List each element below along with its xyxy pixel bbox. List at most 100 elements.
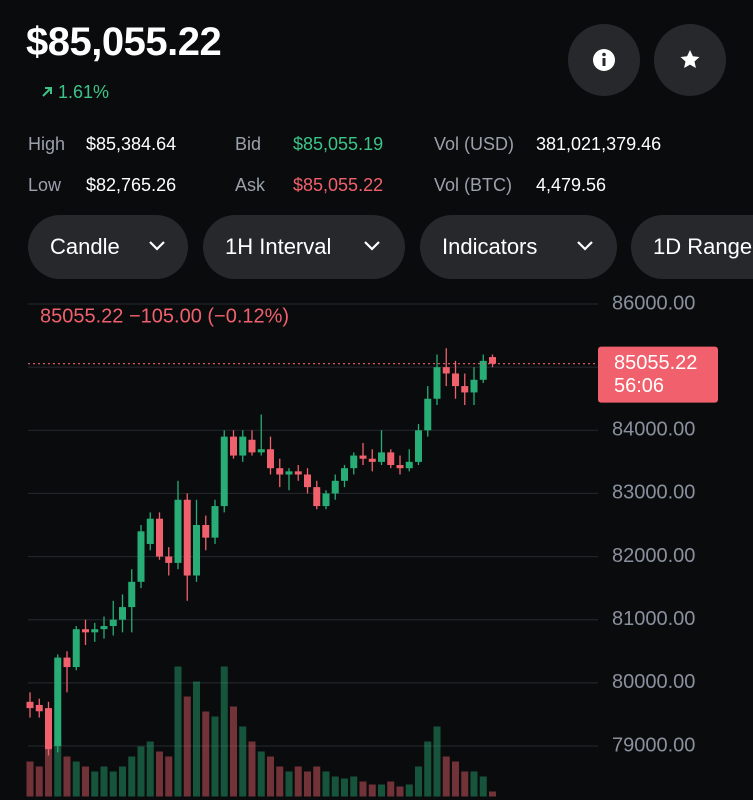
volume-bar bbox=[239, 726, 247, 797]
stat-value: $85,055.22 bbox=[293, 175, 384, 195]
volume-bar bbox=[267, 756, 274, 797]
stat-value: 381,021,379.46 bbox=[536, 134, 662, 154]
candle-body bbox=[174, 499, 182, 563]
volume-bar bbox=[294, 766, 302, 797]
candle-body bbox=[230, 436, 237, 456]
candle-body bbox=[119, 607, 126, 620]
y-tick-label: 81000.00 bbox=[612, 608, 695, 630]
candle-body bbox=[257, 449, 265, 453]
volume-bar bbox=[174, 666, 182, 797]
volume-bar bbox=[424, 741, 432, 797]
candle-body bbox=[239, 436, 247, 456]
candle-body bbox=[63, 657, 71, 668]
y-tick-label: 85000.00 bbox=[612, 355, 695, 377]
volume-bar bbox=[378, 784, 385, 797]
last-price-label: 85055.22 bbox=[614, 352, 697, 374]
button-label: 1D Range bbox=[653, 234, 753, 259]
interval-button[interactable]: 1H Interval bbox=[203, 215, 405, 279]
info-button[interactable] bbox=[568, 24, 640, 96]
stat: High $85,384.64 bbox=[28, 134, 176, 155]
candle-body bbox=[193, 525, 200, 576]
candle-body bbox=[304, 474, 311, 488]
volume-bar bbox=[452, 761, 459, 797]
volume-bar bbox=[202, 711, 210, 797]
star-icon bbox=[680, 50, 700, 68]
stat: Ask $85,055.22 bbox=[235, 175, 383, 196]
button-label: 1H Interval bbox=[225, 234, 332, 259]
volume-bar bbox=[341, 778, 348, 797]
volume-bar bbox=[91, 771, 99, 797]
candle-body bbox=[156, 518, 163, 557]
candle-body bbox=[54, 657, 62, 746]
volume-bar bbox=[82, 766, 89, 797]
y-tick-label: 79000.00 bbox=[612, 734, 695, 756]
chart-annotation: 85055.22 −105.00 (−0.12%) bbox=[40, 305, 289, 327]
candle-body bbox=[461, 386, 469, 393]
button-label: Indicators bbox=[442, 234, 538, 259]
chevron bbox=[577, 241, 593, 251]
candle-body bbox=[146, 518, 154, 544]
stat-value: $82,765.26 bbox=[86, 175, 177, 195]
volume-bar bbox=[230, 706, 237, 797]
candle-body bbox=[452, 373, 459, 387]
candle-body bbox=[368, 458, 376, 462]
candle-body bbox=[183, 499, 191, 576]
chevron bbox=[364, 241, 380, 251]
candle-body bbox=[350, 455, 358, 469]
stat-label: Vol (USD) bbox=[434, 134, 515, 154]
volume-bar bbox=[479, 776, 487, 797]
stat: Low $82,765.26 bbox=[28, 175, 176, 196]
volume-bar bbox=[248, 741, 256, 797]
stat-value: $85,384.64 bbox=[86, 134, 177, 154]
candle-body bbox=[489, 357, 496, 364]
candle-body bbox=[387, 452, 395, 466]
y-tick-label: 84000.00 bbox=[612, 419, 695, 441]
price-change: 1.61% bbox=[40, 82, 109, 103]
volume-bar bbox=[331, 776, 339, 797]
candle-body bbox=[267, 449, 274, 469]
stat-label: Low bbox=[28, 175, 62, 195]
volume-bar bbox=[109, 771, 117, 797]
volume-bar bbox=[285, 771, 293, 797]
volume-bar bbox=[489, 791, 496, 797]
indicators-button[interactable]: Indicators bbox=[420, 215, 617, 279]
favorite-button[interactable] bbox=[654, 24, 726, 96]
up-arrow-icon bbox=[42, 87, 52, 97]
candle-body bbox=[45, 708, 52, 750]
volume-bar bbox=[165, 756, 173, 797]
volume-bar bbox=[470, 771, 478, 797]
y-tick-label: 82000.00 bbox=[612, 545, 695, 567]
volume-bar bbox=[146, 741, 154, 797]
stat-label: Vol (BTC) bbox=[434, 175, 513, 195]
candle-body bbox=[35, 704, 43, 712]
y-tick-label: 80000.00 bbox=[612, 671, 695, 693]
candle-body bbox=[424, 398, 432, 431]
volume-bar bbox=[415, 766, 422, 797]
volume-bar bbox=[119, 766, 126, 797]
volume-bar bbox=[322, 771, 330, 797]
candle-body bbox=[331, 480, 339, 494]
candle-body bbox=[137, 531, 145, 582]
volume-bar bbox=[211, 716, 219, 797]
volume-bar bbox=[387, 781, 395, 797]
candle-body bbox=[415, 430, 422, 462]
stat-label: Bid bbox=[235, 134, 262, 154]
candle-body bbox=[276, 468, 284, 475]
volume-bar bbox=[100, 766, 108, 797]
volume-bar bbox=[54, 741, 62, 797]
candle-body bbox=[378, 452, 385, 462]
candle-body bbox=[313, 487, 321, 507]
stat: Vol (BTC) 4,479.56 bbox=[434, 175, 606, 196]
stat-value: $85,055.19 bbox=[293, 134, 384, 154]
candle-body bbox=[470, 379, 478, 393]
chart-type-button[interactable]: Candle bbox=[28, 215, 188, 279]
candle-body bbox=[72, 629, 80, 668]
candle-body bbox=[100, 626, 108, 630]
volume-bar bbox=[45, 746, 52, 797]
price: $85,055.22 bbox=[26, 20, 222, 64]
volume-bar bbox=[220, 666, 228, 797]
range-button[interactable]: 1D Range bbox=[631, 215, 753, 279]
candle-body bbox=[109, 619, 117, 627]
candle-body bbox=[26, 701, 34, 709]
